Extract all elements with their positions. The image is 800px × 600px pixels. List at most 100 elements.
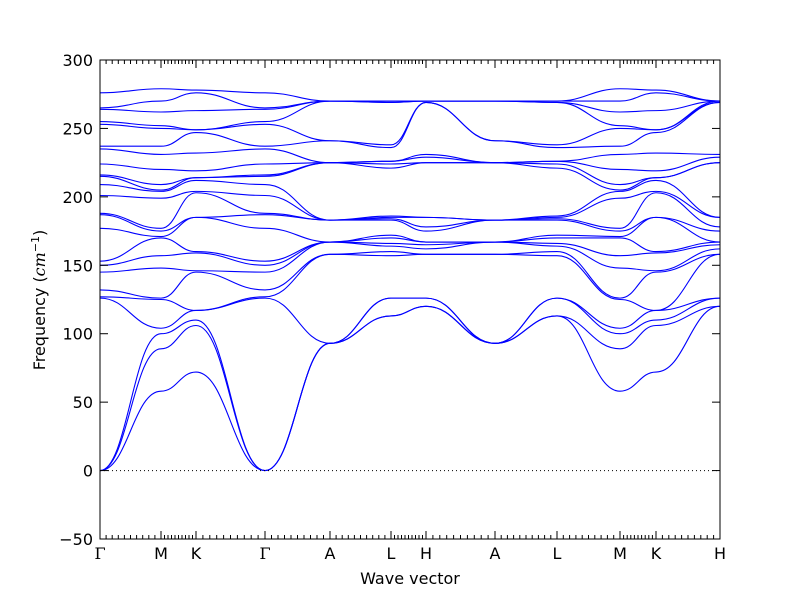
band-line [264, 241, 331, 273]
band-line [329, 140, 392, 146]
band-line [619, 92, 657, 102]
x-tick-label: L [553, 544, 562, 563]
band-line [160, 190, 197, 199]
band-line [619, 192, 657, 229]
band-line [556, 88, 621, 102]
band-line [655, 179, 721, 218]
band-line [195, 252, 266, 266]
band-line [99, 183, 162, 192]
y-axis-label-exp: −1 [29, 236, 42, 252]
band-line [160, 131, 197, 147]
band-line [195, 163, 266, 172]
band-line [195, 296, 266, 311]
band-line [556, 297, 621, 335]
band-line [99, 174, 162, 186]
band-line [619, 252, 657, 257]
y-tick-label: 150 [62, 256, 93, 275]
band-line [264, 92, 331, 102]
band-line [619, 319, 657, 335]
band-line [99, 88, 162, 94]
band-line [99, 289, 162, 299]
band-line [160, 152, 197, 155]
band-line [556, 234, 621, 238]
band-line [160, 309, 197, 329]
y-tick-marks [100, 59, 720, 540]
x-tick-label: A [490, 544, 501, 563]
band-line [99, 227, 162, 238]
band-line [556, 167, 621, 191]
band-line [264, 297, 331, 344]
band-line [160, 267, 197, 272]
band-line [655, 305, 721, 327]
y-axis-label-unit: cm [30, 252, 49, 276]
x-tick-label: M [613, 544, 627, 563]
band-line [390, 251, 427, 255]
band-line [619, 152, 657, 155]
band-line [390, 215, 427, 218]
band-line [99, 333, 162, 472]
band-line [195, 108, 266, 112]
band-line [655, 253, 721, 311]
band-line [99, 390, 162, 472]
band-line [195, 214, 266, 218]
band-line [556, 101, 621, 113]
band-line [494, 140, 558, 146]
band-line [619, 309, 657, 329]
band-line [425, 101, 496, 142]
band-line [425, 153, 496, 164]
y-axis-label-close: ) [30, 230, 49, 236]
band-line [99, 175, 162, 191]
band-line [556, 245, 621, 269]
band-line [390, 218, 427, 228]
band-line [99, 267, 162, 273]
band-line [619, 237, 657, 253]
band-line [655, 156, 721, 172]
band-line [556, 251, 621, 299]
band-line [264, 227, 331, 243]
band-line [655, 162, 721, 179]
band-line [99, 297, 162, 329]
band-line [160, 125, 197, 131]
band-line [99, 212, 162, 229]
band-line [619, 88, 657, 91]
band-line [655, 92, 721, 102]
band-line [655, 241, 721, 253]
band-line [655, 305, 721, 373]
band-line [160, 319, 197, 335]
band-line [619, 110, 657, 113]
band-line [556, 145, 621, 149]
band-line [494, 251, 558, 255]
band-line [619, 371, 657, 392]
band-line [99, 163, 162, 171]
band-line [160, 216, 197, 232]
band-line [619, 324, 657, 350]
band-line [160, 298, 197, 311]
band-line [195, 174, 266, 179]
band-line [195, 319, 266, 472]
band-line [556, 219, 621, 232]
band-line [556, 297, 621, 329]
band-line [160, 110, 197, 113]
band-line [494, 297, 558, 344]
band-line [390, 219, 427, 232]
band-line [425, 219, 496, 232]
band-line [99, 237, 162, 262]
band-line [99, 194, 162, 199]
x-axis-label: Wave vector [360, 569, 460, 588]
band-line [556, 127, 621, 146]
y-tick-label: 300 [62, 51, 93, 70]
band-line [195, 148, 266, 154]
band-line [264, 342, 331, 472]
band-line [619, 179, 657, 192]
y-tick-label: −50 [59, 530, 93, 549]
band-line [195, 131, 266, 147]
band-line [99, 148, 162, 155]
band-line [160, 371, 197, 392]
band-line [390, 242, 427, 246]
band-line [264, 140, 331, 147]
band-line [390, 153, 427, 162]
band-line [390, 162, 427, 165]
band-line [195, 92, 266, 109]
